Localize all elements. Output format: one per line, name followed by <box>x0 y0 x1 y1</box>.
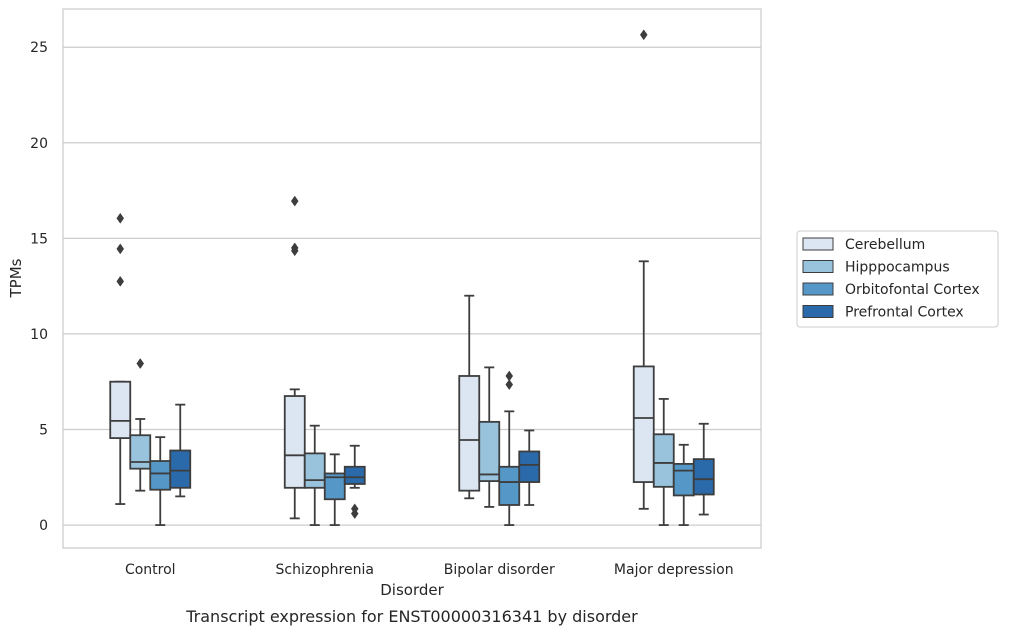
box-series <box>109 29 715 526</box>
outlier-point <box>136 358 145 369</box>
box-iqr <box>149 460 172 491</box>
legend-swatch <box>802 305 834 318</box>
outlier-point <box>350 503 359 515</box>
box-iqr <box>652 433 675 488</box>
outlier-point <box>505 370 514 382</box>
box-group <box>109 212 132 505</box>
box-iqr <box>129 434 152 470</box>
outlier-point <box>290 242 299 254</box>
legend-swatch <box>802 260 834 273</box>
box-iqr <box>343 465 366 485</box>
legend-label: Hipppocampus <box>845 260 950 276</box>
y-tick-label: 10 <box>30 327 48 343</box>
legend-label: Orbitofontal Cortex <box>845 282 980 298</box>
box-group <box>303 424 326 526</box>
x-tick-label: Major depression <box>614 562 734 578</box>
legend-label: Prefrontal Cortex <box>845 305 964 321</box>
box-group <box>458 294 481 500</box>
box-group <box>169 403 192 498</box>
legend-label: Cerebellum <box>845 237 925 253</box>
legend-swatch <box>802 237 834 251</box>
box-iqr <box>109 380 132 439</box>
series-group <box>109 29 655 520</box>
series-group <box>129 358 675 526</box>
y-tick-label: 20 <box>30 136 48 152</box>
series-group <box>169 403 715 520</box>
y-tick-label: 5 <box>39 422 48 438</box>
box-group <box>652 398 675 526</box>
x-axis-title: Disorder <box>380 581 444 599</box>
outlier-point <box>116 212 125 224</box>
box-iqr <box>283 395 306 489</box>
box-group <box>498 370 521 526</box>
legend-swatch <box>802 282 834 296</box>
box-iqr <box>692 458 715 496</box>
box-iqr <box>632 365 655 483</box>
x-tick-label: Bipolar disorder <box>444 562 555 578</box>
box-iqr <box>323 472 346 501</box>
y-tick-label: 0 <box>39 518 48 534</box>
outlier-point <box>116 275 125 287</box>
box-group <box>283 195 306 520</box>
box-group <box>478 366 501 508</box>
outlier-point <box>505 379 514 391</box>
legend-frame <box>796 230 999 328</box>
box-iqr <box>458 375 481 492</box>
plot-frame <box>62 8 762 549</box>
legend-items: Cerebellum Hipppocampus Orbitofontal Corte… <box>802 237 980 321</box>
series-group <box>149 370 695 526</box>
box-group <box>129 358 152 492</box>
box-group <box>323 453 346 526</box>
box-group <box>692 422 715 516</box>
figure-caption: Transcript expression for ENST0000031634… <box>185 607 638 626</box>
box-iqr <box>518 450 541 483</box>
box-iqr <box>303 452 326 489</box>
y-tick-labels: 0 5 10 15 20 25 <box>30 40 48 534</box>
box-iqr <box>478 420 501 483</box>
x-tick-label: Control <box>125 562 176 578</box>
x-tick-labels: Control Schizophrenia Bipolar disorder Majo… <box>125 562 734 578</box>
box-group <box>343 444 366 520</box>
box-group <box>518 429 541 506</box>
outlier-point <box>639 29 648 41</box>
box-iqr <box>169 449 192 489</box>
y-tick-label: 15 <box>30 231 48 247</box>
y-axis-title: TPMs <box>7 258 25 298</box>
legend: Cerebellum Hipppocampus Orbitofontal Corte… <box>796 230 999 328</box>
y-tick-label: 25 <box>30 40 48 56</box>
grid-lines <box>63 46 761 526</box>
box-group <box>632 29 655 510</box>
box-iqr <box>498 465 521 506</box>
x-tick-label: Schizophrenia <box>276 562 374 578</box>
box-iqr <box>672 463 695 497</box>
outlier-point <box>116 243 125 255</box>
outlier-point <box>290 195 299 207</box>
